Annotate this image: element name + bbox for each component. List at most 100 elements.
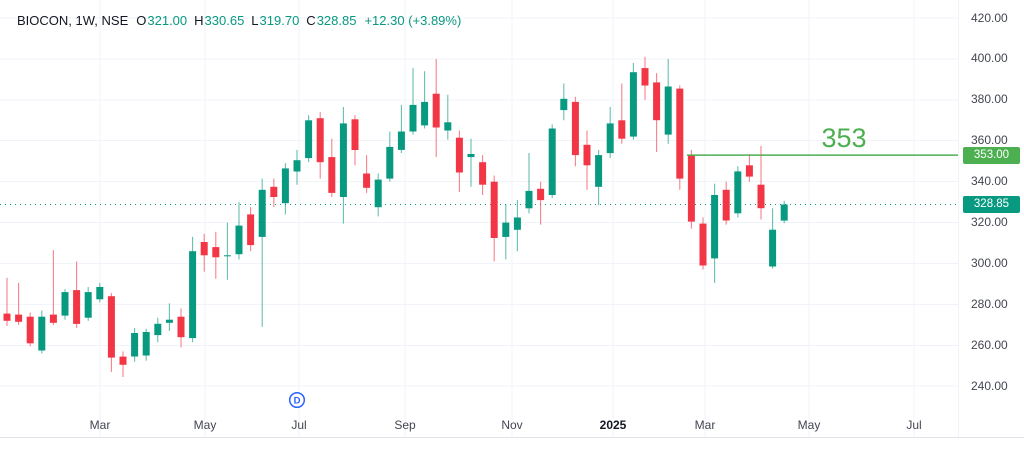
candle[interactable] <box>629 63 637 140</box>
candle[interactable] <box>328 138 336 197</box>
candle[interactable] <box>525 153 533 214</box>
candle[interactable] <box>734 166 742 218</box>
candle[interactable] <box>571 96 579 167</box>
candle[interactable] <box>618 83 626 144</box>
candle[interactable] <box>757 145 765 220</box>
candle[interactable] <box>560 83 568 121</box>
candle-body <box>131 333 139 357</box>
candle[interactable] <box>687 149 695 229</box>
candle[interactable] <box>38 310 46 354</box>
candle[interactable] <box>409 68 417 135</box>
candlestick-chart[interactable]: 353 D <box>0 0 958 437</box>
candle-body <box>363 173 371 188</box>
candle[interactable] <box>363 155 371 193</box>
candle[interactable] <box>490 175 498 262</box>
candle[interactable] <box>61 289 69 320</box>
candle[interactable] <box>235 202 243 260</box>
price-axis-label: 420.00 <box>971 10 1008 25</box>
candle[interactable] <box>293 149 301 185</box>
candle[interactable] <box>351 115 359 166</box>
candle[interactable] <box>699 217 707 270</box>
candle[interactable] <box>502 204 510 260</box>
symbol-title[interactable]: BIOCON, 1W, NSE <box>17 13 129 28</box>
candle-body <box>281 168 289 204</box>
candle[interactable] <box>711 183 719 283</box>
candle-body <box>26 316 34 344</box>
candle[interactable] <box>316 112 324 179</box>
time-axis[interactable]: Mar May Jul Sep Nov 2025 Mar May Jul <box>0 412 958 437</box>
candle[interactable] <box>421 71 429 129</box>
candle[interactable] <box>107 293 115 372</box>
candle-body <box>490 181 498 238</box>
candle[interactable] <box>745 154 753 182</box>
candle-body <box>38 316 46 351</box>
candle[interactable] <box>96 282 104 303</box>
candle[interactable] <box>653 73 661 152</box>
price-level-label[interactable]: 353 <box>821 123 866 153</box>
bottom-band: TradingView <box>0 438 1024 466</box>
candle[interactable] <box>165 303 173 331</box>
price-axis[interactable]: 353.00 328.85 420.00 400.00 380.00 360.00 34… <box>958 0 1024 437</box>
candle[interactable] <box>513 200 521 252</box>
candle[interactable] <box>664 58 672 144</box>
candle-body <box>49 314 57 323</box>
candle[interactable] <box>606 107 614 159</box>
candle[interactable] <box>386 131 394 182</box>
candle[interactable] <box>374 173 382 217</box>
dividend-marker-circle[interactable] <box>288 391 306 409</box>
candle[interactable] <box>281 163 289 215</box>
price-axis-label: 280.00 <box>971 296 1008 311</box>
candle[interactable] <box>119 351 127 377</box>
candle[interactable] <box>189 236 197 343</box>
candle[interactable] <box>595 149 603 206</box>
ohlc-letter: L <box>251 13 259 28</box>
candle[interactable] <box>212 231 220 279</box>
candle[interactable] <box>258 178 266 327</box>
candle-body <box>351 119 359 150</box>
candle[interactable] <box>780 200 788 224</box>
candle[interactable] <box>537 181 545 225</box>
candle-body <box>328 157 336 193</box>
chart-plot-area[interactable]: 353 D <box>0 0 958 437</box>
candle[interactable] <box>455 130 463 192</box>
candle[interactable] <box>339 107 347 224</box>
candle-body <box>165 319 173 323</box>
candle-body <box>467 154 475 158</box>
candle[interactable] <box>444 94 452 140</box>
candle[interactable] <box>305 115 313 163</box>
candle[interactable] <box>142 328 150 361</box>
candle[interactable] <box>479 155 487 195</box>
candle[interactable] <box>270 178 278 208</box>
candle[interactable] <box>154 317 162 343</box>
candle-body <box>107 296 115 358</box>
candle[interactable] <box>397 104 405 153</box>
candle[interactable] <box>84 287 92 321</box>
candle[interactable] <box>583 130 591 190</box>
candle[interactable] <box>641 56 649 100</box>
candle[interactable] <box>467 138 475 187</box>
candle[interactable] <box>26 312 34 347</box>
candle-body <box>537 188 545 201</box>
ohlc-values: O 321.00 H 330.65 L 319.70 C 328.85 <box>136 13 356 28</box>
candle[interactable] <box>548 124 556 198</box>
candle-body <box>397 131 405 150</box>
candle[interactable] <box>131 327 139 362</box>
candle[interactable] <box>247 207 255 252</box>
candle[interactable] <box>49 250 57 325</box>
candle-body <box>386 146 394 179</box>
candle[interactable] <box>3 277 11 326</box>
candle[interactable] <box>73 261 81 328</box>
candle[interactable] <box>769 208 777 269</box>
candle[interactable] <box>722 181 730 225</box>
candle[interactable] <box>432 58 440 158</box>
candle[interactable] <box>676 85 684 190</box>
candle-body <box>548 128 556 195</box>
ohlc-value: 330.65 <box>204 13 245 28</box>
price-axis-label: 340.00 <box>971 174 1008 189</box>
candle-body <box>571 101 579 156</box>
dividend-marker-label[interactable]: D <box>294 396 301 407</box>
candle[interactable] <box>15 282 23 325</box>
candle[interactable] <box>223 222 231 280</box>
candle[interactable] <box>177 308 185 348</box>
candle[interactable] <box>200 233 208 272</box>
